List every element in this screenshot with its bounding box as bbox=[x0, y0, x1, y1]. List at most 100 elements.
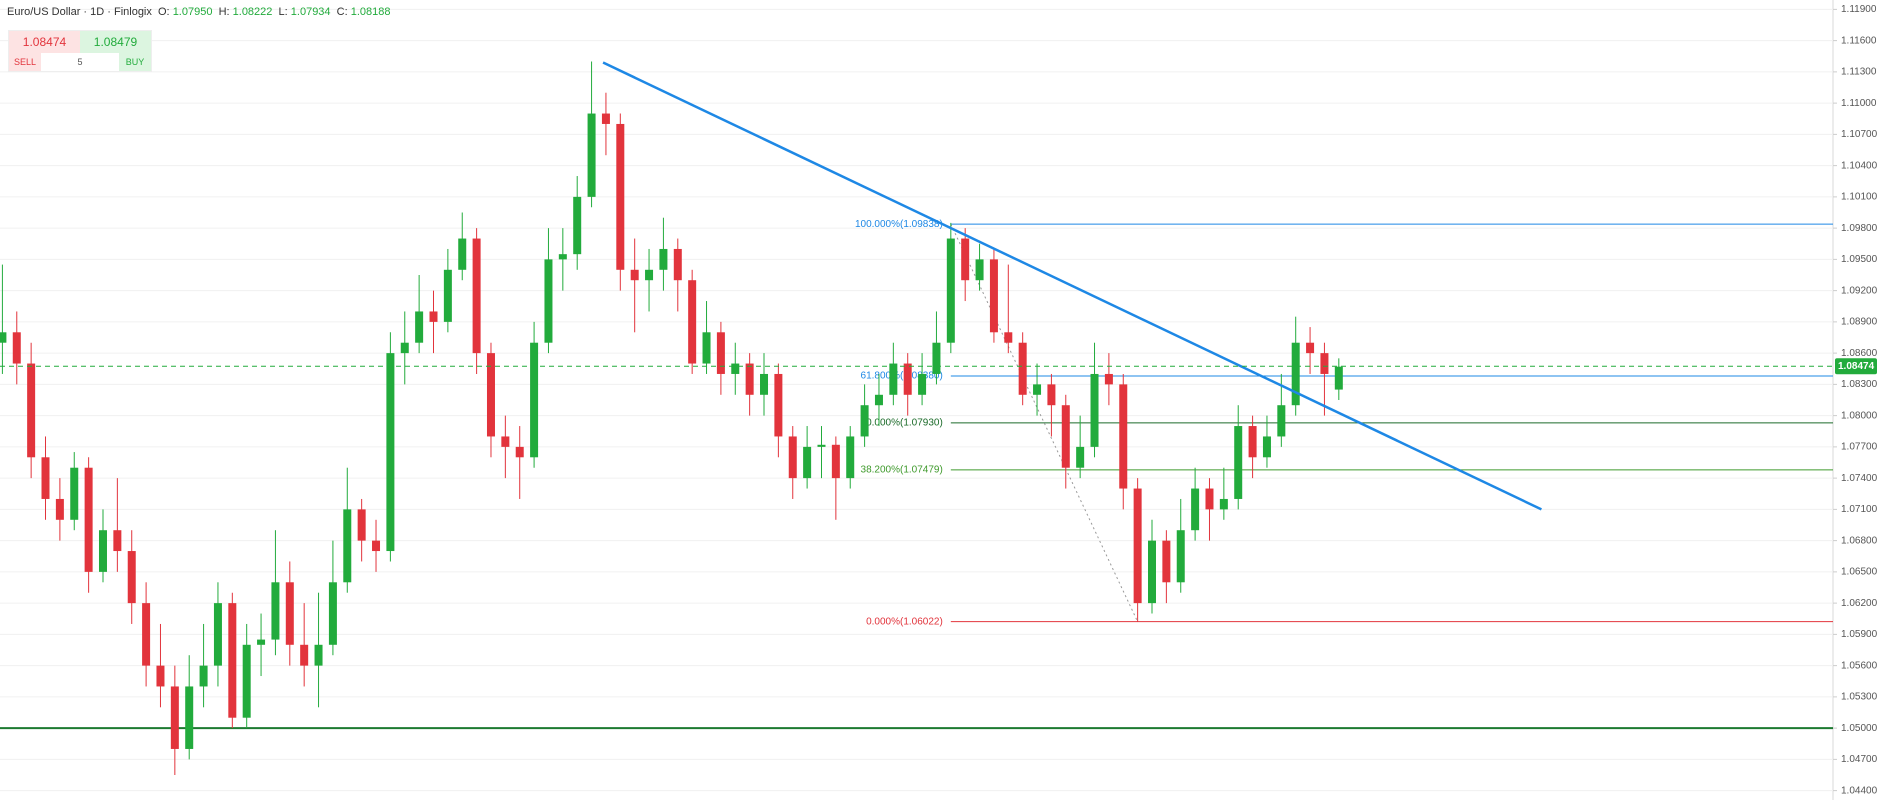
fib-label: 0.000%(1.06022) bbox=[866, 616, 943, 627]
candle-body bbox=[1262, 436, 1271, 458]
candle-body bbox=[501, 436, 510, 447]
y-tick-label: 1.11000 bbox=[1841, 98, 1877, 109]
y-tick-label: 1.04400 bbox=[1841, 785, 1878, 796]
candle-body bbox=[357, 509, 366, 541]
candle-body bbox=[27, 363, 36, 458]
candle-body bbox=[1061, 405, 1070, 468]
candle-body bbox=[1004, 332, 1013, 343]
y-tick-label: 1.05600 bbox=[1841, 660, 1878, 671]
candle-body bbox=[142, 603, 151, 666]
candle-body bbox=[961, 238, 970, 281]
candle-body bbox=[1306, 342, 1315, 354]
candle-body bbox=[1018, 342, 1027, 395]
y-tick-label: 1.04700 bbox=[1841, 754, 1878, 765]
y-tick-label: 1.05000 bbox=[1841, 723, 1878, 734]
candle-body bbox=[400, 342, 409, 354]
buy-button[interactable]: BUY bbox=[119, 53, 151, 71]
candle-body bbox=[645, 269, 654, 281]
y-tick-label: 1.08600 bbox=[1841, 348, 1878, 359]
y-tick-label: 1.11900 bbox=[1841, 4, 1877, 15]
candle-body bbox=[41, 457, 50, 499]
candle-body bbox=[443, 269, 452, 322]
header: Euro/US Dollar · 1D · Finlogix O: 1.0795… bbox=[7, 6, 391, 18]
fib-label: 100.000%(1.09838) bbox=[855, 219, 943, 230]
candle-body bbox=[1205, 488, 1214, 510]
l-label: L: bbox=[278, 6, 288, 18]
candle-body bbox=[185, 686, 194, 749]
candle-body bbox=[630, 269, 639, 281]
candle-body bbox=[156, 665, 165, 687]
buy-price[interactable]: 1.08479 bbox=[80, 31, 151, 53]
o-label: O: bbox=[158, 6, 170, 18]
candle-body bbox=[659, 248, 668, 270]
candle-body bbox=[788, 436, 797, 479]
candle-body bbox=[989, 259, 998, 333]
candle-body bbox=[170, 686, 179, 749]
candle-body bbox=[55, 498, 64, 520]
h-label: H: bbox=[218, 6, 230, 18]
candle-body bbox=[1277, 405, 1286, 437]
candle-body bbox=[228, 603, 237, 718]
candle-body bbox=[429, 311, 438, 322]
candle-body bbox=[903, 363, 912, 395]
candle-body bbox=[1291, 342, 1300, 406]
y-tick-label: 1.10100 bbox=[1841, 192, 1878, 203]
y-tick-label: 1.06200 bbox=[1841, 598, 1878, 609]
y-tick-label: 1.06500 bbox=[1841, 567, 1878, 578]
last-price-label: 1.08474 bbox=[1838, 361, 1875, 372]
candle-body bbox=[673, 248, 682, 281]
symbol-title: Euro/US Dollar · 1D · Finlogix bbox=[7, 6, 152, 18]
candle-body bbox=[1219, 498, 1228, 510]
candle-body bbox=[242, 644, 251, 718]
fib-label: 50.000%(1.07930) bbox=[861, 418, 943, 429]
trade-panel: 1.08474 1.08479 SELL 5 BUY bbox=[8, 30, 152, 72]
candle-body bbox=[530, 342, 539, 458]
candle-body bbox=[328, 582, 337, 645]
candle-body bbox=[716, 332, 725, 374]
y-tick-label: 1.05900 bbox=[1841, 629, 1878, 640]
candle-body bbox=[271, 582, 280, 640]
candle-body bbox=[745, 363, 754, 395]
candle-body bbox=[458, 238, 467, 270]
candle-body bbox=[946, 238, 955, 343]
candle-body bbox=[558, 254, 567, 260]
fib-label: 38.200%(1.07479) bbox=[861, 465, 943, 476]
candle-body bbox=[702, 332, 711, 364]
y-tick-label: 1.08900 bbox=[1841, 317, 1878, 328]
sell-price[interactable]: 1.08474 bbox=[9, 31, 80, 53]
amount-input[interactable]: 5 bbox=[77, 57, 83, 67]
candle-body bbox=[1176, 530, 1185, 583]
candle-body bbox=[860, 405, 869, 437]
candle-body bbox=[300, 644, 309, 666]
candle-body bbox=[486, 353, 495, 437]
y-tick-label: 1.07100 bbox=[1841, 504, 1878, 515]
candle-body bbox=[1148, 540, 1156, 604]
candle-body bbox=[1334, 366, 1343, 390]
y-tick-label: 1.07400 bbox=[1841, 473, 1878, 484]
y-tick-label: 1.11300 bbox=[1841, 67, 1877, 78]
candle-body bbox=[1162, 540, 1171, 583]
candle-body bbox=[831, 444, 840, 479]
y-tick-label: 1.09200 bbox=[1841, 285, 1878, 296]
fib-label: 61.800%(1.08380) bbox=[861, 371, 943, 382]
o-value: 1.07950 bbox=[172, 6, 213, 18]
candle-body bbox=[1119, 384, 1128, 489]
candle-body bbox=[889, 363, 898, 395]
candle-body bbox=[472, 238, 481, 354]
y-tick-label: 1.09800 bbox=[1841, 223, 1878, 234]
candle-body bbox=[688, 280, 697, 364]
candle-body bbox=[1104, 373, 1113, 385]
candle-body bbox=[760, 373, 769, 395]
candle-body bbox=[1234, 426, 1243, 499]
candle-body bbox=[731, 363, 740, 374]
candle-body bbox=[386, 353, 395, 552]
candle-body bbox=[932, 342, 941, 374]
candle-body bbox=[616, 123, 625, 270]
candle-body bbox=[1133, 488, 1142, 604]
y-tick-label: 1.08000 bbox=[1841, 410, 1878, 421]
candle-body bbox=[1090, 373, 1099, 447]
sell-button[interactable]: SELL bbox=[9, 53, 41, 71]
last-price-tag bbox=[1835, 358, 1877, 375]
y-tick-label: 1.07700 bbox=[1841, 442, 1878, 453]
candle-body bbox=[113, 530, 122, 552]
